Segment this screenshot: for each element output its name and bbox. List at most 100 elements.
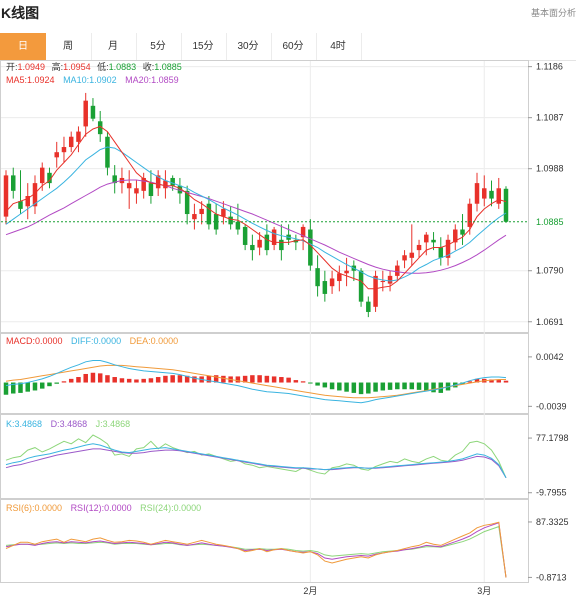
macd-bar: [177, 375, 183, 383]
candle-up: [424, 234, 429, 243]
diff-line: [5, 360, 507, 404]
candle-up: [373, 275, 378, 307]
candle-down: [460, 229, 465, 235]
tab-4hour[interactable]: 4时: [315, 33, 362, 60]
tab-30min[interactable]: 30分: [225, 33, 272, 60]
candle-up: [402, 255, 407, 261]
macd-legend: MACD:0.0000 DIFF:0.0000 DEA:0.0000: [6, 336, 178, 346]
candle-down: [250, 244, 255, 251]
candle-down: [322, 281, 328, 294]
price-tick-label: 1.1087: [536, 113, 564, 123]
ma10-line: [5, 146, 507, 282]
candle-up: [300, 226, 306, 238]
macd-panel-frame: [0, 333, 529, 414]
j-line: [5, 434, 507, 479]
macd-bar: [105, 375, 110, 383]
candle-up: [329, 278, 335, 287]
current-price-box: [529, 214, 575, 229]
tab-60min[interactable]: 60分: [270, 33, 317, 60]
kdj-panel-frame: [0, 414, 529, 499]
macd-bar: [47, 382, 52, 387]
candle-down: [228, 216, 233, 225]
macd-bar: [76, 377, 81, 383]
candle-up: [3, 175, 9, 217]
candle-up: [453, 229, 458, 243]
tab-week[interactable]: 周: [45, 33, 92, 60]
macd-bar: [97, 373, 103, 383]
macd-bar: [496, 380, 501, 383]
macd-bar: [467, 381, 473, 383]
macd-bar: [257, 375, 262, 383]
macd-bar: [250, 375, 255, 383]
header: K线图 基本面分析: [0, 0, 576, 30]
macd-bar: [148, 378, 154, 383]
fundamental-analysis-link[interactable]: 基本面分析: [530, 8, 576, 18]
macd-bar: [184, 375, 190, 383]
tab-month[interactable]: 月: [90, 33, 137, 60]
candle-down: [206, 203, 212, 225]
candle-down: [366, 301, 371, 312]
tab-15min[interactable]: 15分: [180, 33, 227, 60]
candle-down: [489, 190, 494, 199]
rsi-tick-label: -0.8713: [536, 572, 567, 582]
candle-down: [503, 188, 509, 222]
macd-bar: [25, 382, 30, 392]
macd-bar: [344, 382, 349, 392]
macd-bar: [279, 377, 284, 383]
candle-up: [257, 239, 262, 248]
macd-bar: [402, 382, 407, 390]
macd-bar: [358, 382, 364, 395]
macd-bar: [373, 382, 378, 392]
x-tick-label: 2月: [303, 586, 317, 596]
macd-bar: [387, 382, 393, 390]
dea-line: [5, 364, 506, 399]
macd-bar: [112, 377, 117, 383]
tab-day[interactable]: 日: [0, 33, 46, 60]
candle-down: [279, 239, 284, 251]
ma5-line: [5, 125, 507, 290]
price-tick-label: 1.0790: [536, 266, 564, 276]
candle-down: [105, 136, 110, 168]
price-panel: [1, 92, 528, 318]
candle-up: [68, 136, 74, 148]
macd-bar: [474, 378, 480, 383]
macd-bar: [242, 375, 248, 383]
candle-up: [474, 183, 480, 204]
candle-down: [315, 268, 320, 287]
macd-bar: [286, 377, 291, 383]
macd-bar: [322, 382, 328, 388]
macd-bar: [39, 382, 45, 389]
candle-up: [54, 152, 59, 158]
macd-bar: [18, 382, 23, 393]
rsi12-line: [5, 522, 507, 578]
tab-5min[interactable]: 5分: [135, 33, 182, 60]
ma-legend: MA5:1.0924 MA10:1.0902 MA20:1.0859: [6, 75, 179, 85]
candle-up: [395, 265, 400, 276]
candle-up: [199, 208, 204, 215]
candle-up: [155, 175, 161, 189]
macd-bar: [337, 382, 342, 391]
candle-down: [184, 190, 190, 215]
candle-down: [97, 121, 103, 135]
macd-bar: [315, 382, 320, 386]
candle-up: [163, 180, 168, 189]
macd-panel: [3, 360, 509, 404]
macd-tick-label: 0.0042: [536, 352, 564, 362]
macd-bar: [155, 377, 161, 383]
candle-up: [141, 177, 146, 191]
candle-down: [47, 172, 52, 184]
candle-up: [32, 183, 38, 207]
macd-bar: [395, 382, 400, 390]
macd-bar: [300, 381, 306, 383]
candle-down: [438, 247, 444, 258]
candle-down: [358, 270, 364, 302]
macd-bar: [163, 375, 168, 383]
candle-down: [235, 221, 241, 230]
candle-up: [337, 273, 342, 282]
candle-up: [126, 183, 132, 189]
candle-up: [387, 275, 393, 284]
macd-bar: [221, 375, 226, 383]
macd-bar: [416, 382, 422, 390]
candle-up: [25, 196, 30, 207]
